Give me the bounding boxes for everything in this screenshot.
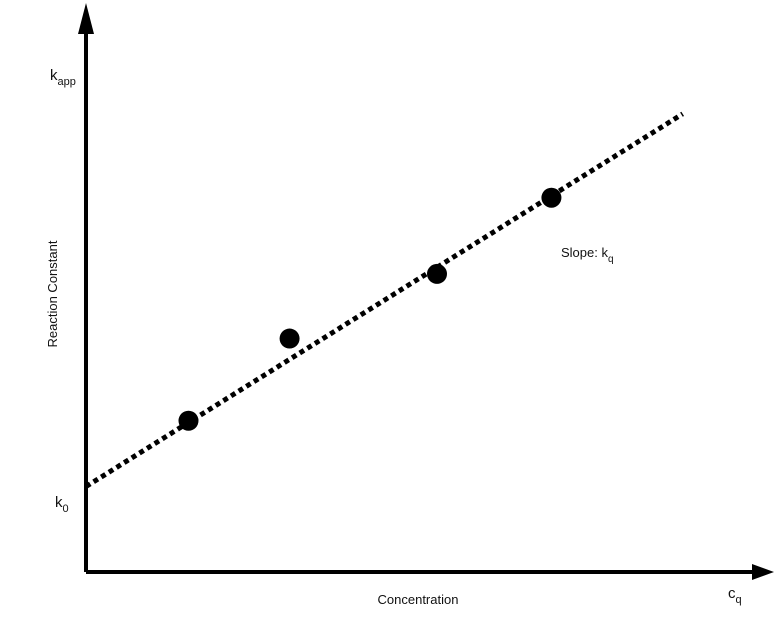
intercept-label: k0 bbox=[55, 494, 69, 515]
data-point bbox=[427, 263, 447, 284]
slope-annotation: Slope: kq bbox=[561, 245, 614, 265]
fit-line bbox=[84, 111, 685, 489]
x-axis-arrow-icon bbox=[752, 564, 774, 580]
y-axis-end-label: kapp bbox=[50, 67, 76, 88]
data-point bbox=[541, 187, 562, 208]
data-points bbox=[178, 187, 562, 431]
data-point bbox=[279, 328, 300, 349]
data-point bbox=[178, 410, 199, 431]
y-axis-arrow-icon bbox=[78, 3, 94, 34]
x-axis-end-label: cq bbox=[728, 585, 742, 606]
y-axis-title: Reaction Constant bbox=[45, 240, 60, 347]
x-axis-title: Concentration bbox=[378, 592, 459, 607]
